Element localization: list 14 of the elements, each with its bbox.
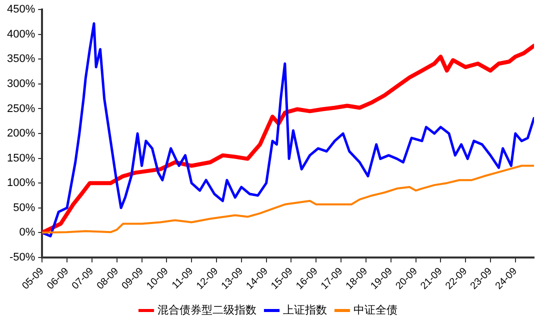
legend-label: 中证全债	[353, 303, 398, 316]
legend-label: 上证指数	[282, 303, 327, 316]
y-tick-label: 100%	[6, 177, 36, 190]
y-tick-label: 200%	[6, 128, 36, 140]
y-tick-label: 50%	[13, 202, 36, 214]
y-tick-label: 250%	[6, 102, 36, 115]
y-tick-label: 300%	[6, 78, 36, 90]
y-tick-label: 450%	[6, 4, 36, 16]
y-tick-label: 150%	[6, 152, 36, 164]
y-tick-label: 350%	[6, 53, 36, 66]
y-tick-label: -50%	[9, 251, 36, 264]
y-tick-label: 400%	[6, 28, 36, 40]
legend-label: 混合债券型二级指数	[157, 303, 256, 316]
y-tick-label: 0%	[19, 226, 36, 239]
